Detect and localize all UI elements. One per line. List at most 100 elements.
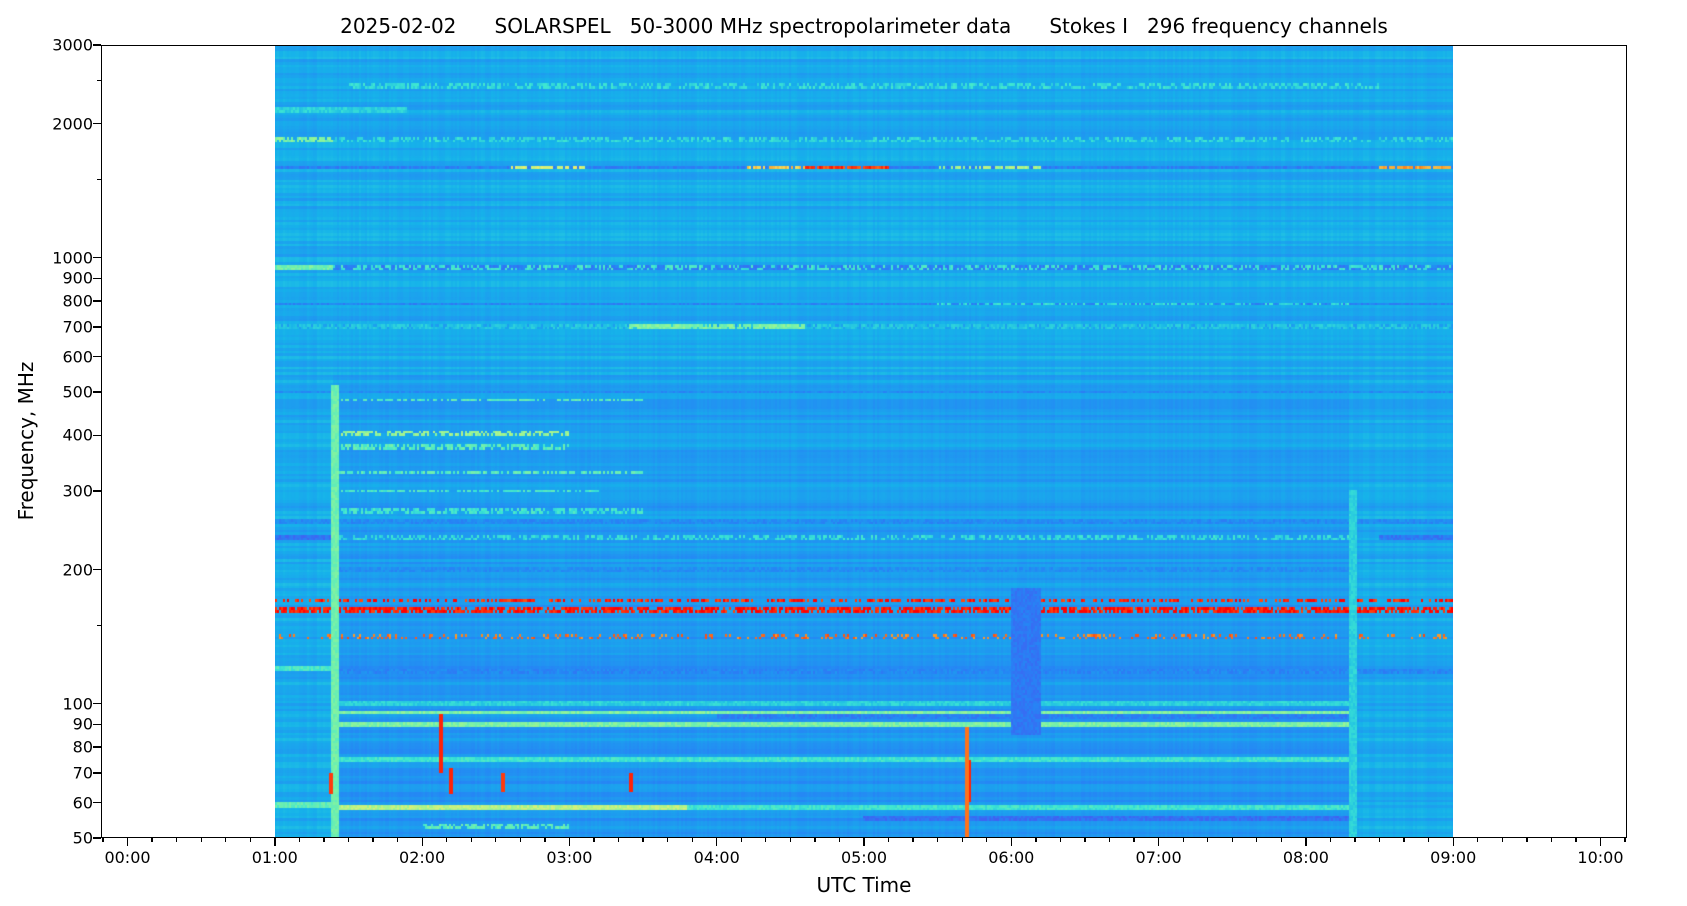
x-minor-tick — [1035, 838, 1037, 842]
x-tick — [1157, 838, 1160, 846]
x-minor-tick — [1256, 838, 1258, 842]
x-minor-tick — [225, 838, 227, 842]
x-minor-tick — [1550, 838, 1553, 842]
x-minor-tick — [1280, 838, 1283, 842]
y-tick-label: 60 — [72, 793, 93, 813]
x-minor-tick — [1084, 838, 1086, 842]
x-minor-tick — [1428, 838, 1430, 842]
x-minor-tick — [617, 838, 620, 842]
x-minor-tick — [642, 838, 644, 842]
y-tick-label: 70 — [72, 763, 93, 783]
x-tick-label: 07:00 — [1135, 848, 1182, 867]
y-tick — [93, 277, 101, 279]
x-minor-tick — [396, 838, 399, 842]
x-minor-tick — [200, 838, 202, 842]
x-minor-tick — [151, 838, 153, 842]
y-tick — [93, 44, 101, 46]
y-tick-label: 300 — [62, 481, 93, 501]
y-tick — [93, 802, 101, 804]
y-tick — [93, 391, 101, 393]
y-tick-label: 1000 — [52, 248, 93, 268]
y-tick-label: 80 — [72, 737, 93, 757]
x-tick-label: 02:00 — [399, 848, 446, 867]
y-tick — [93, 746, 101, 748]
x-minor-tick — [372, 838, 374, 842]
x-minor-tick — [1575, 838, 1577, 842]
y-minor-tick — [97, 624, 101, 626]
y-tick — [93, 257, 101, 259]
y-tick — [93, 490, 101, 492]
x-tick-label: 08:00 — [1282, 848, 1329, 867]
x-minor-tick — [740, 838, 742, 842]
x-minor-tick — [176, 838, 178, 842]
x-tick — [716, 838, 718, 846]
x-minor-tick — [789, 838, 792, 842]
x-minor-tick — [1624, 838, 1626, 842]
x-minor-tick — [495, 838, 497, 842]
y-tick-label: 600 — [62, 347, 93, 367]
y-tick — [93, 837, 101, 839]
y-tick — [93, 772, 101, 774]
x-minor-tick — [1059, 838, 1062, 842]
y-tick-label: 500 — [62, 382, 93, 402]
x-minor-tick — [691, 838, 693, 842]
y-axis-label: Frequency, MHz — [14, 361, 38, 521]
x-minor-tick — [1182, 838, 1184, 842]
x-tick-label: 09:00 — [1430, 848, 1477, 867]
y-tick-label: 50 — [72, 828, 93, 848]
y-tick — [93, 434, 101, 436]
x-minor-tick — [1378, 838, 1381, 842]
x-minor-tick — [249, 838, 251, 842]
x-tick-label: 00:00 — [104, 848, 151, 867]
x-tick — [1599, 838, 1602, 846]
x-tick — [421, 838, 423, 846]
x-minor-tick — [1501, 838, 1503, 842]
x-minor-tick — [1526, 838, 1528, 842]
y-tick — [93, 723, 101, 725]
x-minor-tick — [102, 838, 104, 842]
x-minor-tick — [1354, 838, 1356, 842]
x-minor-tick — [1477, 838, 1479, 842]
x-minor-tick — [1207, 838, 1209, 842]
y-tick — [93, 568, 101, 571]
x-minor-tick — [838, 838, 841, 842]
y-tick-label: 90 — [72, 714, 93, 734]
y-tick-label: 900 — [62, 268, 93, 288]
y-tick — [93, 300, 101, 302]
x-minor-tick — [667, 838, 669, 842]
y-minor-tick — [97, 178, 101, 180]
x-tick — [863, 838, 865, 846]
x-minor-tick — [347, 838, 350, 842]
x-minor-tick — [912, 838, 914, 842]
y-tick — [93, 356, 101, 358]
x-minor-tick — [519, 838, 521, 842]
x-minor-tick — [593, 838, 595, 842]
x-minor-tick — [986, 838, 988, 842]
x-tick-label: 03:00 — [546, 848, 593, 867]
x-tick-label: 10:00 — [1577, 848, 1624, 867]
x-minor-tick — [765, 838, 767, 842]
chart-title: 2025-02-02 SOLARSPEL 50-3000 MHz spectro… — [340, 14, 1388, 38]
spectrogram-heatmap — [275, 46, 1453, 837]
x-minor-tick — [298, 838, 301, 842]
x-minor-tick — [961, 838, 963, 842]
x-tick — [1010, 838, 1012, 846]
x-minor-tick — [1108, 838, 1111, 842]
x-minor-tick — [1403, 838, 1405, 842]
x-minor-tick — [814, 838, 816, 842]
x-minor-tick — [323, 838, 325, 842]
x-minor-tick — [937, 838, 939, 842]
x-tick — [126, 838, 129, 846]
y-tick-label: 2000 — [52, 114, 93, 134]
x-minor-tick — [446, 838, 448, 842]
y-minor-tick — [97, 79, 101, 81]
x-tick-label: 01:00 — [251, 848, 298, 867]
y-tick — [93, 122, 101, 125]
plot-area — [101, 45, 1627, 838]
x-axis-label: UTC Time — [816, 873, 912, 897]
y-tick-label: 800 — [62, 291, 93, 311]
x-minor-tick — [1329, 838, 1332, 842]
x-tick — [274, 838, 276, 846]
y-tick-label: 100 — [62, 694, 93, 714]
y-tick-label: 200 — [62, 560, 93, 579]
